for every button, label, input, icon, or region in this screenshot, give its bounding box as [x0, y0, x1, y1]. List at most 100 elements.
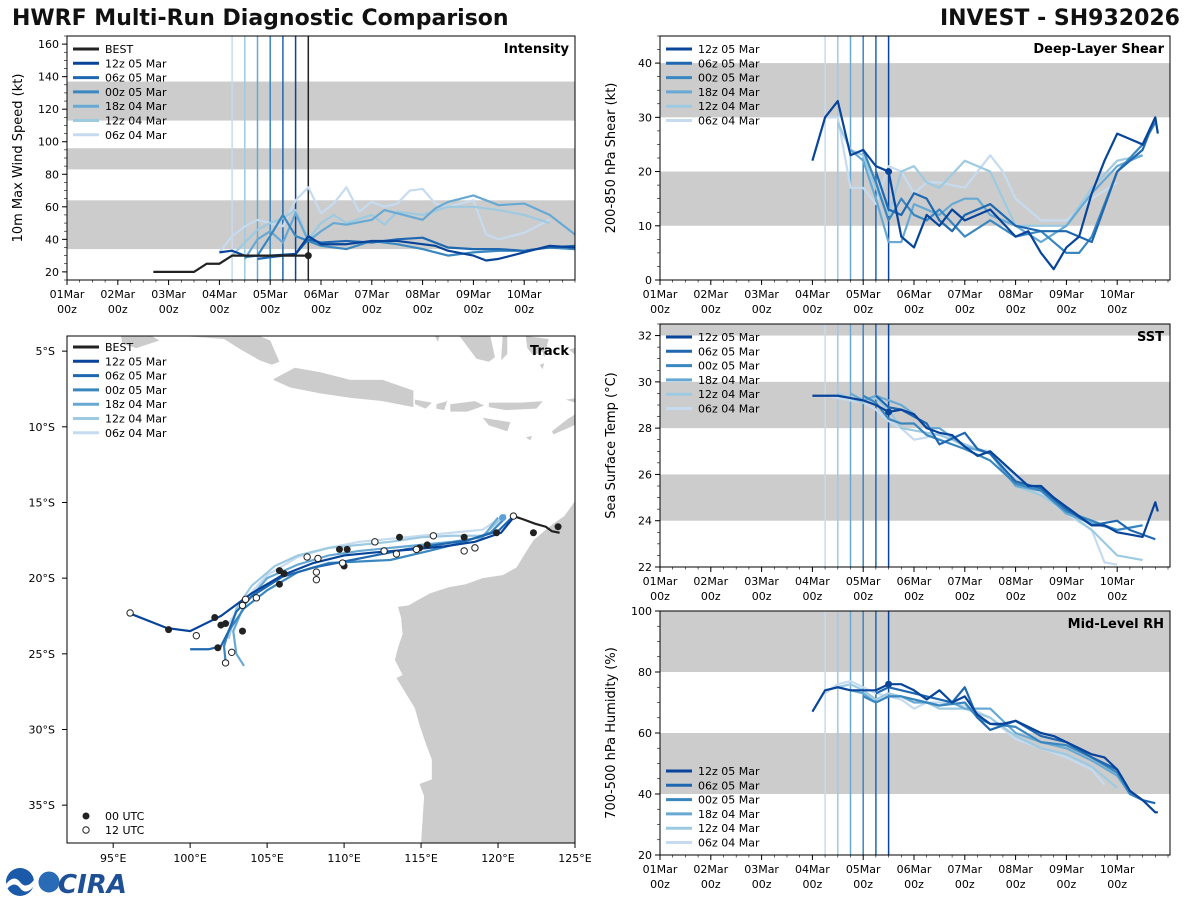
marker-00utc [554, 523, 562, 531]
legend-label: 12z 04 Mar [698, 388, 760, 401]
x-tick-hour: 00z [108, 303, 128, 316]
land-mass [450, 401, 485, 412]
x-tick-date: 08Mar [405, 288, 440, 301]
panel-title: Deep-Layer Shear [1033, 42, 1164, 57]
x-tick-hour: 00z [1107, 303, 1127, 316]
series-line [874, 116, 1157, 244]
legend-label: 06z 05 Mar [698, 345, 760, 358]
y-tick-label: 40 [638, 788, 652, 801]
plot-area [660, 324, 1170, 567]
x-tick-hour: 00z [1006, 878, 1026, 891]
legend-label: 00z 05 Mar [105, 86, 167, 99]
legend-label: 06z 05 Mar [698, 57, 760, 70]
x-tick-hour: 00z [701, 590, 721, 603]
legend-label: 06z 05 Mar [105, 72, 167, 85]
y-tick-label: 60 [45, 201, 59, 214]
marker-12utc [221, 659, 230, 667]
legend-label: 00z 05 Mar [698, 794, 760, 807]
lon-tick-label: 125°E [558, 852, 591, 865]
x-tick-date: 09Mar [456, 288, 491, 301]
y-tick-label: 30 [638, 376, 652, 389]
marker-12utc [380, 547, 388, 555]
map-area [120, 336, 575, 843]
legend-label: BEST [105, 43, 133, 56]
x-tick-hour: 00z [752, 590, 772, 603]
legend-label: 12z 04 Mar [698, 100, 760, 113]
legend-label: 12z 05 Mar [698, 765, 760, 778]
x-tick-hour: 00z [650, 878, 670, 891]
marker-00utc [165, 626, 173, 634]
series-line [231, 205, 550, 257]
x-tick-date: 01Mar [50, 288, 85, 301]
intensity-band [660, 474, 1170, 521]
x-tick-hour: 00z [514, 303, 534, 316]
intensity-band [660, 611, 1170, 672]
legend-label: 06z 04 Mar [105, 427, 167, 440]
marker-00utc [529, 529, 537, 537]
panel-title: Intensity [504, 42, 570, 57]
x-tick-date: 01Mar [643, 288, 678, 301]
legend-12utc-label: 12 UTC [105, 824, 145, 837]
panel-title: SST [1137, 330, 1164, 345]
legend-00utc-marker [82, 812, 90, 820]
x-tick-date: 04Mar [202, 288, 237, 301]
intensity-band [660, 63, 1170, 118]
lon-tick-label: 100°E [173, 852, 206, 865]
x-tick-date: 06Mar [897, 863, 932, 876]
x-tick-date: 08Mar [998, 575, 1033, 588]
series-line [812, 394, 1159, 539]
legend-label: 18z 04 Mar [105, 100, 167, 113]
y-tick-label: 40 [638, 57, 652, 70]
x-tick-date: 04Mar [795, 863, 830, 876]
figure-title: HWRF Multi-Run Diagnostic Comparison [12, 6, 509, 31]
marker-12utc [312, 568, 321, 576]
legend-label: 18z 04 Mar [698, 86, 760, 99]
x-tick-date: 03Mar [744, 288, 779, 301]
marker-12utc [392, 550, 401, 558]
x-tick-hour: 00z [803, 303, 823, 316]
best-track-line [153, 254, 309, 273]
marker-00utc [396, 533, 404, 541]
x-tick-hour: 00z [362, 303, 382, 316]
x-tick-hour: 00z [904, 878, 924, 891]
y-tick-label: 26 [638, 468, 652, 481]
x-tick-hour: 00z [701, 303, 721, 316]
best-track-line [513, 515, 560, 534]
marker-12utc [228, 648, 236, 657]
logos: CIRA [6, 868, 127, 900]
land-mass [273, 367, 414, 408]
y-tick-label: 24 [638, 515, 652, 528]
land-mass [459, 336, 495, 362]
y-tick-label: 40 [45, 233, 59, 246]
x-tick-date: 09Mar [1049, 575, 1084, 588]
marker-00utc [423, 541, 431, 549]
y-tick-label: 28 [638, 422, 652, 435]
x-tick-hour: 00z [650, 303, 670, 316]
y-tick-label: 100 [631, 605, 652, 618]
panel-shear: 0 10 20 30 40 01Mar 00z 02Mar 00z 03Mar 00z 04Mar 00… [604, 35, 1171, 316]
x-tick-date: 10Mar [1100, 575, 1135, 588]
legend-label: 12z 04 Mar [105, 413, 167, 426]
land-mass [541, 345, 548, 358]
track-line [227, 513, 507, 625]
marker-00utc [238, 627, 246, 635]
lon-tick-label: 120°E [481, 852, 514, 865]
intensity-band [67, 81, 575, 121]
x-tick-date: 04Mar [795, 575, 830, 588]
x-tick-date: 03Mar [151, 288, 186, 301]
marker-12utc [338, 559, 347, 567]
x-tick-date: 08Mar [998, 863, 1033, 876]
y-tick-label: 80 [45, 168, 59, 181]
noaa-wave-icon [6, 878, 34, 892]
marker-12utc [126, 609, 134, 617]
x-tick-date: 07Mar [947, 863, 982, 876]
marker-00utc [211, 613, 219, 621]
x-tick-hour: 00z [955, 303, 975, 316]
marker-12utc [303, 553, 311, 561]
y-tick-label: 32 [638, 330, 652, 343]
land-mass [551, 414, 575, 435]
lon-tick-label: 105°E [250, 852, 283, 865]
legend-label: 06z 04 Mar [698, 837, 760, 850]
